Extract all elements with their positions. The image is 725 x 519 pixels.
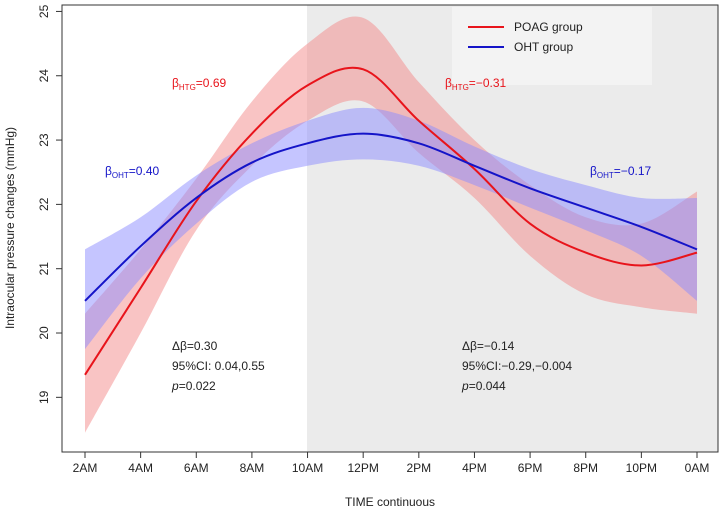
annotation-subscript: OHT (112, 171, 129, 180)
stat-p-symbol: p (461, 379, 469, 393)
x-tick-label: 6AM (184, 461, 209, 475)
annotation-subscript: HTG (179, 83, 196, 92)
series-line (84, 66, 698, 376)
plot-frame (61, 4, 719, 453)
annotation-symbol: β (590, 164, 597, 178)
stat-p-symbol: p (171, 379, 179, 393)
x-axis-title: TIME continuous (345, 495, 435, 509)
x-tick-label: 10AM (292, 461, 323, 475)
confidence-band (85, 107, 697, 350)
annotation: βHTG=0.69 (172, 76, 226, 92)
annotation: βOHT=0.40 (105, 164, 159, 180)
stat-p: p=0.044 (461, 379, 506, 393)
y-tick-label: 22 (37, 197, 51, 211)
stat-ci: 95%CI:−0.29,−0.004 (462, 359, 572, 373)
stat-p-value: =0.022 (179, 379, 216, 393)
y-tick-label: 20 (37, 326, 51, 340)
x-tick-label: 8AM (240, 461, 265, 475)
legend-label: OHT group (514, 40, 573, 54)
annotation-symbol: β (105, 164, 112, 178)
annotation-symbol: β (445, 76, 452, 90)
stat-ci: 95%CI: 0.04,0.55 (172, 359, 265, 373)
y-tick-label: 24 (37, 69, 51, 83)
x-tick-label: 6PM (518, 461, 543, 475)
stat-delta: Δβ=0.30 (172, 339, 218, 353)
y-tick-label: 19 (37, 390, 51, 404)
annotation-symbol: β (172, 76, 179, 90)
stat-p-value: =0.044 (469, 379, 506, 393)
annotation-subscript: OHT (597, 171, 614, 180)
annotation: βOHT=−0.17 (590, 164, 651, 180)
x-tick-label: 4AM (128, 461, 153, 475)
x-tick-label: 0AM (685, 461, 710, 475)
y-axis-title: Intraocular pressure changes (mmHg) (3, 127, 17, 329)
annotation-subscript: HTG (452, 83, 469, 92)
annotation-text: =−0.31 (469, 76, 507, 90)
x-tick-label: 8PM (573, 461, 598, 475)
series-line (84, 132, 698, 302)
y-tick-label: 21 (37, 262, 51, 276)
legend-label: POAG group (514, 20, 583, 34)
annotation-text: =−0.17 (614, 164, 652, 178)
stat-delta: Δβ=−0.14 (462, 339, 515, 353)
annotation-text: =0.69 (196, 76, 227, 90)
annotation: βHTG=−0.31 (445, 76, 506, 92)
y-tick-label: 23 (37, 133, 51, 147)
x-tick-label: 12PM (348, 461, 379, 475)
y-tick-label: 25 (37, 4, 51, 18)
stat-p: p=0.022 (171, 379, 216, 393)
x-tick-label: 2PM (406, 461, 431, 475)
confidence-band (85, 16, 697, 433)
x-tick-label: 4PM (462, 461, 487, 475)
annotation-text: =0.40 (129, 164, 160, 178)
x-tick-label: 2AM (73, 461, 98, 475)
x-tick-label: 10PM (626, 461, 657, 475)
